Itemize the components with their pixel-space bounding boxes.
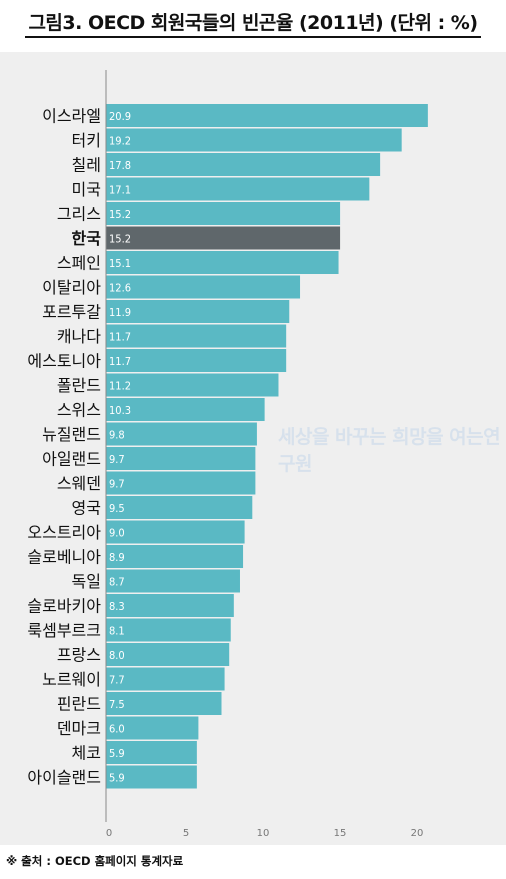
category-label: 캐나다 bbox=[57, 327, 101, 346]
x-tick-label: 10 bbox=[257, 828, 270, 839]
x-tick-label: 15 bbox=[334, 828, 347, 839]
category-label: 스웨덴 bbox=[57, 474, 101, 493]
bar bbox=[106, 226, 341, 250]
bar-value-label: 17.1 bbox=[109, 184, 131, 197]
bar bbox=[106, 349, 287, 372]
category-label: 프랑스 bbox=[57, 646, 101, 665]
bar bbox=[106, 275, 301, 299]
bar-value-label: 8.0 bbox=[109, 649, 125, 662]
bar-value-label: 9.0 bbox=[109, 527, 125, 540]
bar-value-label: 19.2 bbox=[109, 135, 131, 148]
category-label: 에스토니아 bbox=[27, 352, 101, 371]
bar bbox=[106, 667, 225, 691]
bar-value-label: 17.8 bbox=[109, 159, 131, 172]
bar-value-label: 8.9 bbox=[109, 551, 125, 564]
category-label: 영국 bbox=[72, 499, 101, 518]
category-label: 스페인 bbox=[57, 254, 101, 273]
title-underline bbox=[25, 36, 481, 38]
category-label: 이스라엘 bbox=[42, 107, 101, 126]
category-label: 그리스 bbox=[57, 205, 101, 224]
bar bbox=[106, 324, 287, 348]
bar bbox=[106, 104, 428, 127]
category-label: 아이슬랜드 bbox=[27, 768, 101, 787]
bar bbox=[106, 520, 245, 544]
bar-value-label: 11.7 bbox=[109, 331, 131, 344]
category-label: 오스트리아 bbox=[27, 523, 101, 542]
bar bbox=[106, 618, 231, 642]
bar-value-label: 10.3 bbox=[109, 404, 131, 417]
bar bbox=[106, 471, 256, 495]
bar-value-label: 8.1 bbox=[109, 625, 125, 638]
bar-value-label: 6.0 bbox=[109, 723, 125, 736]
category-label: 한국 bbox=[72, 229, 102, 248]
bar-value-label: 11.2 bbox=[109, 380, 131, 393]
bar-value-label: 7.7 bbox=[109, 674, 125, 687]
bar-value-label: 11.9 bbox=[109, 306, 131, 319]
bar-value-label: 5.9 bbox=[109, 747, 125, 760]
bar-value-label: 11.7 bbox=[109, 355, 131, 368]
bar-value-label: 5.9 bbox=[109, 772, 125, 785]
category-label: 미국 bbox=[72, 180, 101, 199]
chart-title: 그림3. OECD 회원국들의 빈곤율 (2011년) (단위 : %) bbox=[28, 12, 478, 34]
bar-value-label: 9.7 bbox=[109, 478, 125, 491]
category-label: 슬로베니아 bbox=[27, 548, 101, 567]
category-label: 독일 bbox=[72, 572, 101, 591]
x-tick-label: 0 bbox=[106, 828, 112, 839]
bar bbox=[106, 569, 240, 593]
category-label: 폴란드 bbox=[57, 376, 101, 395]
category-label: 아일랜드 bbox=[42, 450, 101, 469]
category-label: 룩셈부르크 bbox=[27, 621, 101, 640]
category-label: 이탈리아 bbox=[42, 278, 101, 297]
x-tick-label: 20 bbox=[411, 828, 424, 839]
bar bbox=[106, 300, 290, 323]
category-label: 덴마크 bbox=[57, 719, 101, 738]
bar bbox=[106, 765, 197, 789]
source-note: ※ 출처 : OECD 홈페이지 통계자료 bbox=[6, 854, 184, 868]
category-label: 뉴질랜드 bbox=[42, 425, 101, 444]
bar-value-label: 8.3 bbox=[109, 600, 125, 613]
bar bbox=[106, 496, 253, 519]
bar bbox=[106, 128, 402, 152]
bar bbox=[106, 251, 339, 274]
watermark: 세상을 바꾸는 희망을 여는연구원 bbox=[278, 426, 501, 475]
category-label: 포르투갈 bbox=[42, 303, 101, 322]
bar bbox=[106, 692, 222, 715]
category-label: 슬로바키아 bbox=[27, 597, 101, 616]
bar-value-label: 12.6 bbox=[109, 282, 131, 295]
bar-value-label: 15.2 bbox=[109, 233, 131, 246]
bar-value-label: 9.5 bbox=[109, 502, 125, 515]
bar bbox=[106, 545, 244, 568]
bar-value-label: 8.7 bbox=[109, 576, 125, 589]
category-label: 핀란드 bbox=[57, 695, 101, 714]
bar bbox=[106, 373, 279, 397]
bar-value-label: 15.1 bbox=[109, 257, 131, 270]
category-label: 노르웨이 bbox=[42, 670, 101, 689]
bar-value-label: 9.8 bbox=[109, 429, 125, 442]
category-label: 스위스 bbox=[57, 401, 101, 420]
bar bbox=[106, 153, 381, 176]
bar bbox=[106, 643, 230, 666]
bar bbox=[106, 716, 199, 740]
bar-value-label: 15.2 bbox=[109, 208, 131, 221]
bar-value-label: 7.5 bbox=[109, 698, 125, 711]
x-tick-label: 5 bbox=[183, 828, 189, 839]
category-label: 터키 bbox=[72, 131, 101, 150]
category-label: 칠레 bbox=[72, 156, 101, 175]
bar-value-label: 9.7 bbox=[109, 453, 125, 466]
category-label: 체코 bbox=[72, 744, 101, 763]
bar bbox=[106, 422, 257, 446]
bar bbox=[106, 594, 234, 617]
bar bbox=[106, 202, 341, 225]
bar bbox=[106, 447, 256, 470]
bar bbox=[106, 177, 370, 201]
bar bbox=[106, 741, 197, 764]
bar-value-label: 20.9 bbox=[109, 110, 131, 123]
bar bbox=[106, 398, 265, 421]
